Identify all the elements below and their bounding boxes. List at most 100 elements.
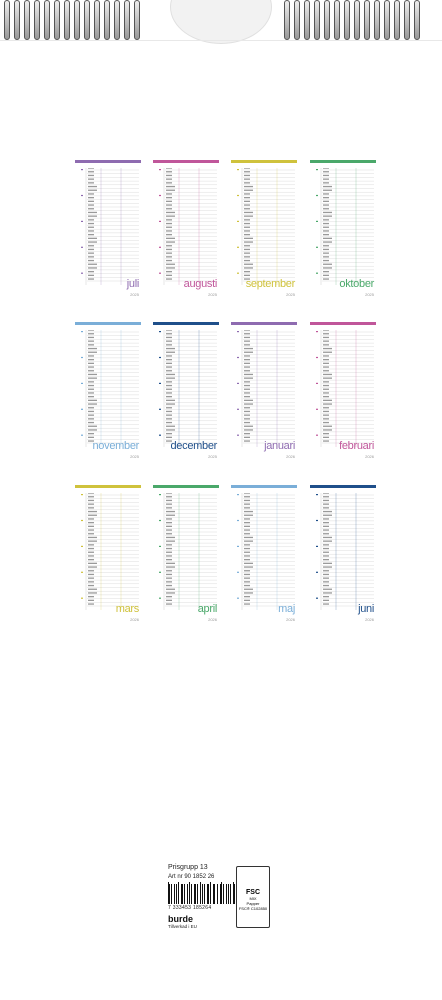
spiral-coil bbox=[304, 0, 310, 40]
spiral-binding-right bbox=[284, 0, 420, 44]
prisgrupp-label: Prisgrupp 13 bbox=[168, 864, 208, 871]
month-color-bar bbox=[153, 485, 219, 488]
fsc-label: FSC MIX Papper FSC® C102850 bbox=[236, 866, 270, 928]
month-color-bar bbox=[153, 322, 219, 325]
month-year: 2025 bbox=[208, 454, 217, 459]
spiral-coil bbox=[404, 0, 410, 40]
brand-logo: burde bbox=[168, 914, 194, 924]
spiral-coil bbox=[334, 0, 340, 40]
month-name: september bbox=[245, 278, 296, 290]
spiral-coil bbox=[104, 0, 110, 40]
month-name: november bbox=[92, 440, 139, 452]
month-year: 2025 bbox=[130, 454, 139, 459]
month-year: 2025 bbox=[365, 292, 374, 297]
spiral-coil bbox=[114, 0, 120, 40]
month-page-10: maj 2026 bbox=[231, 485, 297, 625]
month-color-bar bbox=[75, 485, 141, 488]
spiral-coil bbox=[44, 0, 50, 40]
month-day-grid bbox=[316, 493, 374, 610]
month-day-grid bbox=[316, 330, 374, 447]
month-color-bar bbox=[75, 322, 141, 325]
month-year: 2025 bbox=[208, 292, 217, 297]
month-page-7: februari 2026 bbox=[310, 322, 376, 462]
fsc-papper: Papper bbox=[246, 901, 260, 906]
made-in-label: Tillverkad i EU bbox=[168, 924, 197, 929]
month-name: januari bbox=[264, 440, 295, 452]
month-page-5: december 2025 bbox=[153, 322, 219, 462]
month-day-grid bbox=[81, 168, 139, 285]
spiral-coil bbox=[314, 0, 320, 40]
spiral-coil bbox=[94, 0, 100, 40]
month-page-3: oktober 2025 bbox=[310, 160, 376, 300]
month-color-bar bbox=[231, 322, 297, 325]
month-page-9: april 2026 bbox=[153, 485, 219, 625]
barcode-number: 7 333453 185264 bbox=[168, 905, 212, 911]
month-color-bar bbox=[310, 322, 376, 325]
spiral-coil bbox=[54, 0, 60, 40]
month-color-bar bbox=[310, 485, 376, 488]
spiral-coil bbox=[84, 0, 90, 40]
month-name: maj bbox=[278, 603, 295, 615]
month-color-bar bbox=[231, 160, 297, 163]
spiral-coil bbox=[74, 0, 80, 40]
spiral-coil bbox=[414, 0, 420, 40]
spiral-coil bbox=[324, 0, 330, 40]
fsc-logo-icon: FSC bbox=[246, 889, 260, 896]
footer-info: Prisgrupp 13 Art nr 90 1852 26 7 333453 … bbox=[168, 864, 236, 929]
spiral-coil bbox=[364, 0, 370, 40]
month-day-grid bbox=[237, 330, 295, 447]
month-year: 2025 bbox=[286, 292, 295, 297]
month-day-grid bbox=[159, 330, 217, 447]
month-name: augusti bbox=[183, 278, 218, 290]
month-color-bar bbox=[75, 160, 141, 163]
spiral-coil bbox=[294, 0, 300, 40]
month-year: 2026 bbox=[365, 617, 374, 622]
spiral-coil bbox=[14, 0, 20, 40]
month-name: april bbox=[197, 603, 218, 615]
month-name: mars bbox=[115, 603, 140, 615]
month-page-8: mars 2026 bbox=[75, 485, 141, 625]
spiral-coil bbox=[34, 0, 40, 40]
month-day-grid bbox=[159, 168, 217, 285]
month-day-grid bbox=[237, 493, 295, 610]
month-year: 2026 bbox=[286, 454, 295, 459]
sheet-edge bbox=[0, 40, 442, 41]
month-color-bar bbox=[153, 160, 219, 163]
month-page-11: juni 2026 bbox=[310, 485, 376, 625]
month-name: juni bbox=[358, 603, 374, 615]
spiral-binding-left bbox=[4, 0, 140, 44]
barcode bbox=[168, 882, 236, 904]
spiral-coil bbox=[4, 0, 10, 40]
month-name: februari bbox=[339, 440, 374, 452]
spiral-coil bbox=[24, 0, 30, 40]
month-name: oktober bbox=[339, 278, 374, 290]
month-day-grid bbox=[81, 493, 139, 610]
month-page-2: september 2025 bbox=[231, 160, 297, 300]
month-year: 2026 bbox=[365, 454, 374, 459]
spiral-coil bbox=[124, 0, 130, 40]
month-day-grid bbox=[159, 493, 217, 610]
month-page-6: januari 2026 bbox=[231, 322, 297, 462]
hanger-cutout bbox=[170, 0, 272, 44]
month-page-0: juli 2025 bbox=[75, 160, 141, 300]
spiral-coil bbox=[344, 0, 350, 40]
month-color-bar bbox=[310, 160, 376, 163]
month-day-grid bbox=[237, 168, 295, 285]
month-year: 2026 bbox=[208, 617, 217, 622]
month-name: juli bbox=[126, 278, 140, 290]
spiral-coil bbox=[374, 0, 380, 40]
month-page-4: november 2025 bbox=[75, 322, 141, 462]
month-day-grid bbox=[316, 168, 374, 285]
fsc-mix: MIX bbox=[249, 896, 257, 901]
spiral-coil bbox=[64, 0, 70, 40]
month-day-grid bbox=[81, 330, 139, 447]
month-name: december bbox=[170, 440, 217, 452]
spiral-coil bbox=[134, 0, 140, 40]
fsc-code: FSC® C102850 bbox=[238, 906, 268, 911]
month-color-bar bbox=[231, 485, 297, 488]
art-number: Art nr 90 1852 26 bbox=[168, 874, 215, 880]
spiral-coil bbox=[384, 0, 390, 40]
month-year: 2025 bbox=[130, 292, 139, 297]
month-year: 2026 bbox=[286, 617, 295, 622]
month-year: 2026 bbox=[130, 617, 139, 622]
